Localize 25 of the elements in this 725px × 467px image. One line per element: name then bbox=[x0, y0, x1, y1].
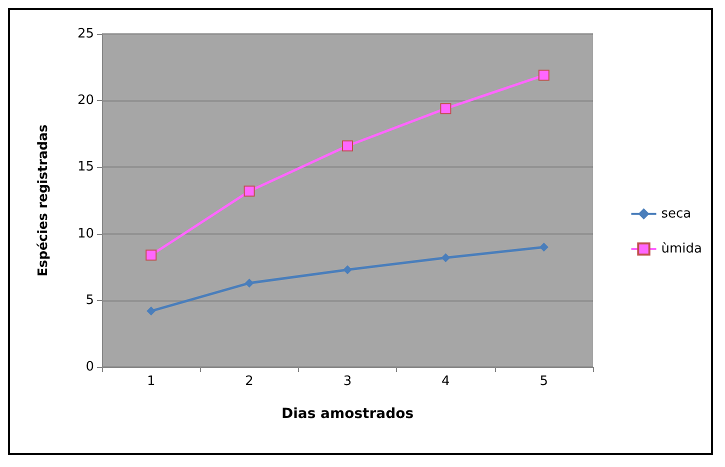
point bbox=[244, 186, 255, 197]
x-tick-label: 2 bbox=[245, 374, 254, 389]
y-tick-label: 20 bbox=[77, 93, 94, 108]
legend-label: seca bbox=[661, 206, 692, 222]
x-tick-label: 1 bbox=[146, 374, 156, 389]
point bbox=[440, 103, 452, 114]
legend-label: ùmida bbox=[661, 242, 702, 256]
y-axis-title: Espécies registradas bbox=[36, 124, 51, 276]
point bbox=[244, 278, 254, 288]
point bbox=[538, 70, 550, 81]
point bbox=[441, 253, 450, 262]
x-tick-label: 3 bbox=[343, 374, 352, 389]
point bbox=[146, 250, 157, 261]
point bbox=[539, 242, 548, 252]
y-tick-label: 25 bbox=[77, 26, 94, 42]
point bbox=[343, 265, 352, 274]
y-tick-label: 5 bbox=[86, 292, 94, 308]
x-axis-title: Dias amostrados bbox=[281, 406, 414, 422]
y-tick-label: 10 bbox=[77, 226, 94, 242]
x-tick-label: 5 bbox=[540, 374, 548, 389]
point bbox=[342, 140, 353, 152]
point bbox=[146, 306, 156, 316]
y-tick-label: 0 bbox=[86, 360, 94, 374]
y-tick-label: 15 bbox=[77, 160, 94, 175]
x-tick-label: 4 bbox=[442, 374, 450, 389]
